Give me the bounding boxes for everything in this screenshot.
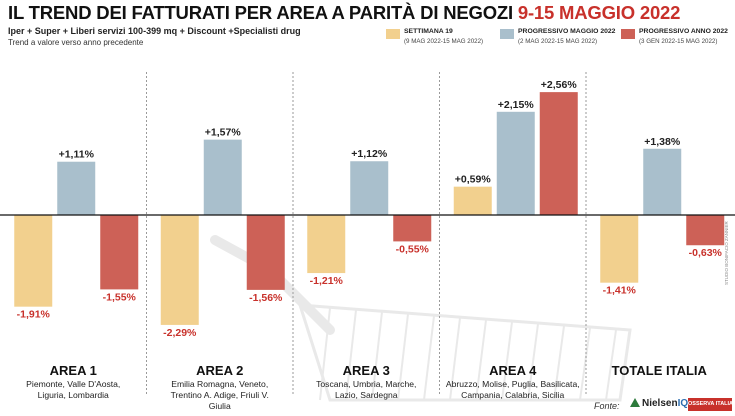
- category-regions: Trentino A. Adige, Friuli V.: [171, 390, 269, 400]
- title-main: IL TREND DEI FATTURATI PER AREA A PARITÀ…: [8, 2, 513, 23]
- bar: [350, 161, 389, 215]
- bar: [100, 215, 139, 290]
- cart-wire: [475, 319, 487, 401]
- bar: [246, 215, 285, 290]
- bar: [14, 215, 53, 307]
- source-label: Fonte:: [594, 401, 620, 411]
- category-regions: Emilia Romagna, Veneto,: [171, 379, 268, 389]
- bar-value-label: -0,55%: [396, 243, 430, 255]
- subtitle: Iper + Super + Liberi servizi 100-399 mq…: [8, 26, 301, 36]
- nielsen-text: Nielsen: [642, 398, 678, 409]
- bar-value-label: +1,11%: [59, 149, 95, 161]
- category-regions: Toscana, Umbria, Marche,: [316, 379, 416, 389]
- cart-wire: [449, 317, 461, 401]
- nielseniq-logo: NielsenIQ: [630, 398, 688, 409]
- nielsen-iq-text: IQ: [677, 398, 689, 409]
- bar: [393, 215, 432, 242]
- bar-value-label: -0,63%: [689, 247, 723, 259]
- category-label: AREA 2: [196, 363, 243, 378]
- bar: [203, 139, 242, 215]
- cart-wire: [501, 321, 513, 401]
- cart-wire: [579, 327, 591, 401]
- category-regions: Lazio, Sardegna: [335, 390, 398, 400]
- bar-value-label: -1,56%: [249, 292, 283, 304]
- bar-value-label: -1,21%: [310, 275, 344, 287]
- cart-wire: [397, 313, 409, 401]
- category-regions: Piemonte, Valle D'Aosta,: [26, 379, 120, 389]
- bar: [643, 148, 682, 215]
- cart-wire: [553, 325, 565, 401]
- cart-wire: [423, 315, 435, 401]
- nielsen-mark-icon: [630, 398, 640, 407]
- bar: [539, 92, 578, 215]
- category-regions: Abruzzo, Molise, Puglia, Basilicata,: [446, 379, 580, 389]
- bar: [496, 111, 535, 215]
- bar: [57, 161, 96, 215]
- bar-value-label: -1,91%: [17, 309, 51, 321]
- legend-range: (2 MAG 2022-15 MAG 2022): [518, 38, 598, 45]
- cart-basket-icon: [297, 303, 632, 402]
- bar-value-label: -1,55%: [103, 291, 137, 303]
- osserva-italia-logo: OSSERVA ITALIA: [688, 398, 733, 411]
- cart-wire: [319, 307, 331, 401]
- cart-wire: [345, 309, 357, 401]
- legend-label: SETTIMANA 19: [404, 28, 453, 35]
- title-date: 9-15 MAGGIO 2022: [517, 2, 681, 23]
- category-label: AREA 4: [489, 363, 537, 378]
- cart-wire: [371, 311, 383, 401]
- bar-value-label: +1,12%: [351, 148, 388, 160]
- bar-value-label: +1,38%: [644, 136, 681, 148]
- credit-text: STUDIO BONIFACIO ZANNIER: [724, 221, 729, 285]
- bar: [307, 215, 346, 274]
- page-title: IL TREND DEI FATTURATI PER AREA A PARITÀ…: [8, 2, 680, 24]
- legend-swatch-month: [500, 29, 514, 39]
- category-label: AREA 1: [50, 363, 97, 378]
- bar-value-label: -2,29%: [163, 327, 197, 339]
- bar-value-label: +2,15%: [498, 99, 535, 111]
- bar-value-label: +2,56%: [541, 79, 578, 91]
- bar: [160, 215, 199, 325]
- category-regions: Campania, Calabria, Sicilia: [461, 390, 564, 400]
- bar: [600, 215, 639, 283]
- legend-swatch-year: [621, 29, 635, 39]
- bar-value-label: -1,41%: [603, 285, 637, 297]
- legend-label: PROGRESSIVO MAGGIO 2022: [518, 28, 616, 35]
- category-regions: Liguria, Lombardia: [38, 390, 109, 400]
- bar-value-label: +0,59%: [455, 174, 492, 186]
- legend-range: (9 MAG 2022-15 MAG 2022): [404, 38, 484, 45]
- legend-swatch-week: [386, 29, 400, 39]
- bar: [453, 186, 492, 215]
- legend-label: PROGRESSIVO ANNO 2022: [639, 28, 728, 35]
- category-label: TOTALE ITALIA: [612, 363, 708, 378]
- trend-note: Trend a valore verso anno precedente: [8, 38, 144, 47]
- bar: [686, 215, 725, 246]
- cart-handle-icon: [210, 235, 335, 335]
- cart-wire: [527, 323, 539, 401]
- bar-value-label: +1,57%: [205, 127, 242, 139]
- cart-wire: [605, 329, 617, 401]
- legend-range: (3 GEN 2022-15 MAG 2022): [639, 38, 718, 45]
- category-regions: Giulia: [209, 401, 231, 411]
- category-label: AREA 3: [343, 363, 390, 378]
